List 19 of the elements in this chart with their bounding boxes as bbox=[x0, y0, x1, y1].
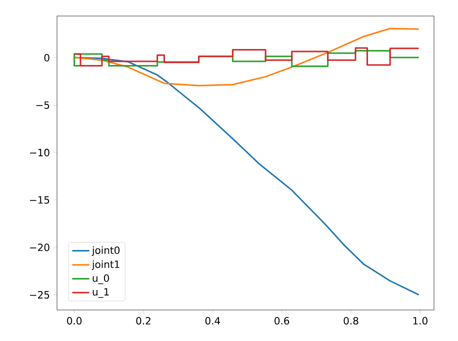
y-tick-label: −10 bbox=[30, 148, 50, 156]
x-tick-label: 0.0 bbox=[67, 317, 82, 325]
y-tick-label: −15 bbox=[30, 196, 50, 204]
line-series bbox=[74, 56, 420, 296]
x-tick-label: 0.2 bbox=[136, 317, 150, 325]
legend-label: u_1 bbox=[92, 288, 109, 298]
line-series bbox=[74, 47, 420, 66]
y-tick-label: −25 bbox=[30, 291, 50, 299]
x-tick-label: 1.0 bbox=[413, 317, 428, 325]
legend-label: joint0 bbox=[92, 246, 120, 256]
y-tick-label: 0 bbox=[44, 54, 50, 62]
x-tick-label: 0.6 bbox=[274, 317, 290, 325]
line-series bbox=[74, 28, 420, 86]
x-tick-label: 0.8 bbox=[344, 317, 358, 325]
legend-label: joint1 bbox=[92, 260, 120, 270]
y-tick-label: −20 bbox=[30, 244, 50, 252]
legend-label: u_0 bbox=[92, 274, 109, 284]
y-tick-label: −5 bbox=[36, 101, 50, 109]
x-tick-label: 0.4 bbox=[205, 317, 220, 325]
